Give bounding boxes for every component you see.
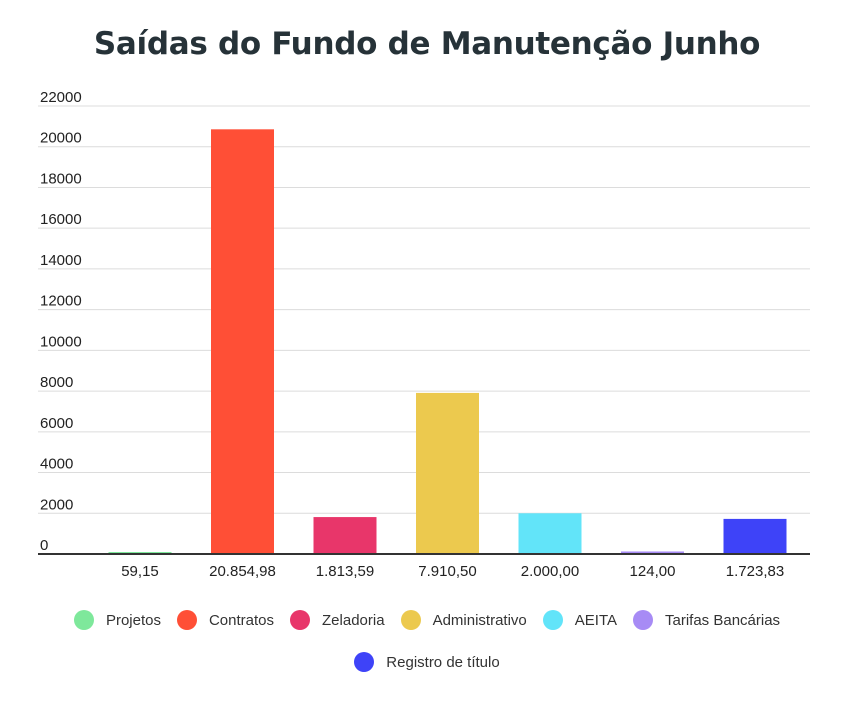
legend-swatch bbox=[633, 610, 653, 630]
legend-label: Projetos bbox=[105, 611, 161, 629]
bar-zeladoria bbox=[313, 517, 377, 554]
x-tick-label: 124,00 bbox=[630, 563, 676, 580]
x-tick-label: 20.854,98 bbox=[209, 563, 276, 580]
bar-administrativo bbox=[416, 392, 479, 554]
legend-swatch bbox=[73, 610, 94, 630]
y-tick-label: 8000 bbox=[40, 374, 73, 391]
y-tick-label: 6000 bbox=[40, 415, 73, 432]
bar-contratos bbox=[211, 129, 274, 554]
y-tick-label: 0 bbox=[40, 537, 48, 554]
chart-title: Saídas do Fundo de Manutenção Junho bbox=[93, 26, 761, 62]
legend-item: AEITA bbox=[542, 610, 617, 630]
legend-label: Registro de título bbox=[386, 653, 500, 671]
x-tick-label: 1.813,59 bbox=[316, 563, 374, 580]
legend-row: Registro de título bbox=[0, 652, 854, 672]
x-tick-label: 7.910,50 bbox=[418, 563, 476, 580]
legend-item: Tarifas Bancárias bbox=[633, 610, 780, 630]
legend-swatch bbox=[400, 610, 421, 630]
legend-item: Registro de título bbox=[354, 652, 500, 672]
legend-label: Administrativo bbox=[432, 611, 527, 629]
x-tick-label: 59,15 bbox=[121, 563, 159, 580]
legend-swatch bbox=[290, 610, 311, 630]
legend-item: Administrativo bbox=[400, 610, 527, 630]
bar-aeita bbox=[518, 513, 582, 554]
y-tick-label: 14000 bbox=[40, 252, 82, 269]
legend-label: AEITA bbox=[574, 611, 617, 629]
legend-row: Projetos Contratos Zeladoria Administrativo… bbox=[0, 610, 854, 630]
y-tick-label: 22000 bbox=[40, 89, 82, 106]
y-tick-label: 12000 bbox=[40, 293, 82, 310]
y-tick-label: 20000 bbox=[40, 130, 82, 147]
legend-item: Projetos bbox=[73, 610, 161, 630]
legend-label: Contratos bbox=[208, 611, 275, 629]
y-tick-label: 4000 bbox=[40, 456, 73, 473]
bar-registro-de-t-tulo bbox=[723, 518, 787, 554]
y-tick-label: 2000 bbox=[40, 496, 73, 513]
legend-label: Tarifas Bancárias bbox=[665, 611, 781, 629]
x-tick-label: 2.000,00 bbox=[521, 563, 579, 580]
legend-item: Contratos bbox=[176, 610, 275, 630]
legend-swatch bbox=[176, 610, 197, 630]
legend-swatch bbox=[542, 610, 563, 630]
y-tick-label: 16000 bbox=[40, 211, 82, 228]
legend-item: Zeladoria bbox=[290, 610, 385, 630]
y-tick-label: 18000 bbox=[40, 170, 82, 187]
legend-label: Zeladoria bbox=[322, 611, 385, 629]
bar-tarifas-banc-rias bbox=[621, 551, 684, 554]
x-tick-label: 1.723,83 bbox=[726, 563, 784, 580]
y-tick-label: 10000 bbox=[40, 333, 82, 350]
legend-swatch bbox=[354, 652, 375, 672]
